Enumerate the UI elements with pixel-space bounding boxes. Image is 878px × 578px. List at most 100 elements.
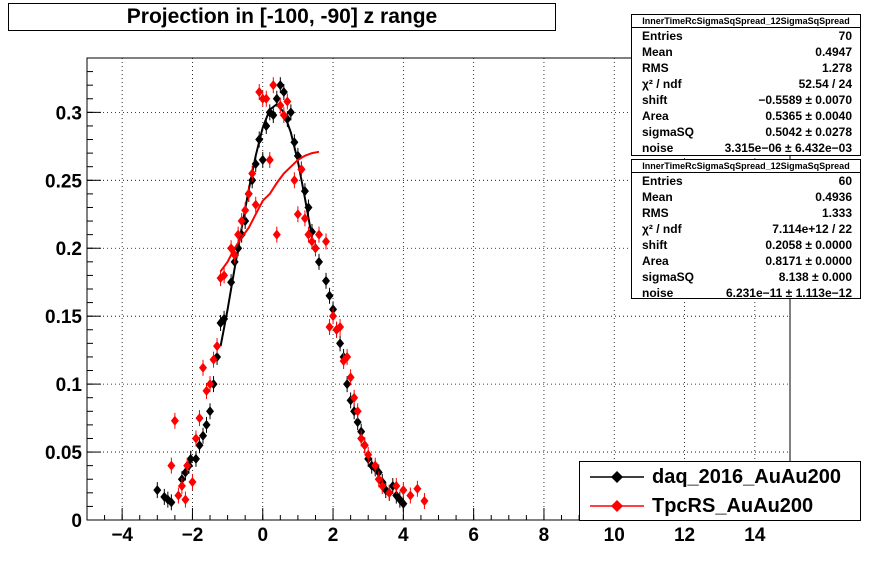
chart-title: Projection in [-100, -90] z range [8, 3, 556, 31]
stats-row: noise 6.231e−11 ± 1.113e−12 [632, 285, 860, 301]
stats-value: 0.4936 [815, 190, 852, 204]
data-point-tpcrs [255, 86, 264, 97]
data-point-daq [186, 453, 195, 464]
data-point-daq [191, 453, 200, 464]
stats-row: Area 0.5365 ± 0.0040 [632, 108, 860, 124]
data-point-daq [279, 86, 288, 97]
data-point-daq [399, 498, 408, 509]
stats-value: −0.5589 ± 0.0070 [758, 93, 852, 107]
data-point-tpcrs [262, 93, 271, 104]
data-point-tpcrs [371, 460, 380, 471]
data-point-daq [258, 154, 267, 165]
data-point-tpcrs [167, 460, 176, 471]
stats-value: 7.114e+12 / 22 [772, 222, 852, 236]
data-point-tpcrs [209, 354, 218, 365]
x-tick-label: 10 [604, 525, 625, 546]
data-point-tpcrs [413, 483, 422, 494]
data-point-tpcrs [244, 188, 253, 199]
data-point-daq [272, 93, 281, 104]
stats-row: sigmaSQ 0.5042 ± 0.0278 [632, 124, 860, 140]
stats-value: 3.315e−06 ± 6.432e−03 [724, 141, 852, 155]
data-point-tpcrs [248, 168, 257, 179]
x-tick-label: 6 [468, 525, 479, 546]
data-point-tpcrs [325, 322, 334, 333]
stats-value: 0.5365 ± 0.0040 [765, 109, 852, 123]
data-point-tpcrs [191, 433, 200, 444]
data-point-tpcrs [350, 392, 359, 403]
data-point-tpcrs [357, 433, 366, 444]
y-tick-label: 0.3 [56, 103, 82, 124]
data-point-daq [153, 485, 162, 496]
x-tick-label: −2 [182, 525, 204, 546]
data-point-tpcrs [314, 229, 323, 240]
data-point-tpcrs [406, 490, 415, 501]
data-point-tpcrs [251, 199, 260, 210]
legend-marker-daq [590, 471, 644, 483]
data-point-daq [325, 290, 334, 301]
stats-key: RMS [642, 61, 669, 75]
data-point-daq [343, 379, 352, 390]
data-point-tpcrs [378, 481, 387, 492]
data-point-tpcrs [234, 229, 243, 240]
stats-row: sigmaSQ 8.138 ± 0.000 [632, 269, 860, 285]
data-point-tpcrs [360, 440, 369, 451]
data-point-tpcrs [392, 481, 401, 492]
x-tick-label: 12 [674, 525, 695, 546]
data-point-daq [167, 497, 176, 508]
data-point-tpcrs [198, 362, 207, 373]
stats-key: χ² / ndf [642, 222, 682, 236]
stats-key: Entries [642, 29, 683, 43]
legend-entry-daq: daq_2016_AuAu200 [580, 463, 860, 491]
stats-key: shift [642, 238, 668, 252]
data-point-tpcrs [297, 164, 306, 175]
data-point-tpcrs [307, 236, 316, 247]
data-point-tpcrs [420, 495, 429, 506]
x-tick-label: 0 [257, 525, 268, 546]
data-point-daq [198, 430, 207, 441]
data-point-tpcrs [188, 476, 197, 487]
fit-curve-daq [219, 102, 313, 347]
data-point-tpcrs [322, 236, 331, 247]
data-point-tpcrs [364, 449, 373, 460]
stats-key: Area [642, 254, 669, 268]
stats-row: shift −0.5589 ± 0.0070 [632, 92, 860, 108]
data-point-tpcrs [181, 494, 190, 505]
data-point-tpcrs [202, 385, 211, 396]
stats-value: 6.231e−11 ± 1.113e−12 [725, 286, 852, 300]
data-point-daq [202, 419, 211, 430]
stats-key: noise [642, 141, 674, 155]
data-point-tpcrs [279, 110, 288, 121]
stats-value: 0.8171 ± 0.0000 [765, 254, 852, 268]
stats-key: Entries [642, 174, 683, 188]
stats-key: Area [642, 109, 669, 123]
data-point-tpcrs [399, 485, 408, 496]
data-point-tpcrs [336, 322, 345, 333]
data-point-tpcrs [346, 372, 355, 383]
stats-row: Entries 70 [632, 28, 860, 44]
y-tick-label: 0.2 [56, 239, 82, 260]
stats-row: RMS 1.278 [632, 60, 860, 76]
data-point-tpcrs [276, 100, 285, 111]
data-point-tpcrs [174, 490, 183, 501]
stats-row: RMS 1.333 [632, 205, 860, 221]
y-tick-label: 0 [71, 511, 82, 532]
data-point-tpcrs [304, 229, 313, 240]
legend-label-daq: daq_2016_AuAu200 [652, 466, 841, 488]
stats-row: Mean 0.4947 [632, 44, 860, 60]
data-point-tpcrs [374, 474, 383, 485]
stats-row: Area 0.8171 ± 0.0000 [632, 253, 860, 269]
stats-key: noise [642, 286, 674, 300]
legend-marker-tpcrs [590, 500, 644, 512]
x-tick-label: 2 [328, 525, 339, 546]
legend-entry-tpcrs: TpcRS_AuAu200 [580, 492, 860, 520]
stats-key: sigmaSQ [642, 125, 695, 139]
data-point-tpcrs [206, 379, 215, 390]
data-point-tpcrs [269, 80, 278, 91]
data-point-daq [314, 256, 323, 267]
stats-value: 70 [838, 29, 852, 43]
stats-value: 0.4947 [815, 45, 852, 59]
y-tick-label: 0.1 [56, 375, 83, 396]
data-point-daq [286, 107, 295, 118]
data-point-daq [206, 406, 215, 417]
data-point-daq [269, 110, 278, 121]
